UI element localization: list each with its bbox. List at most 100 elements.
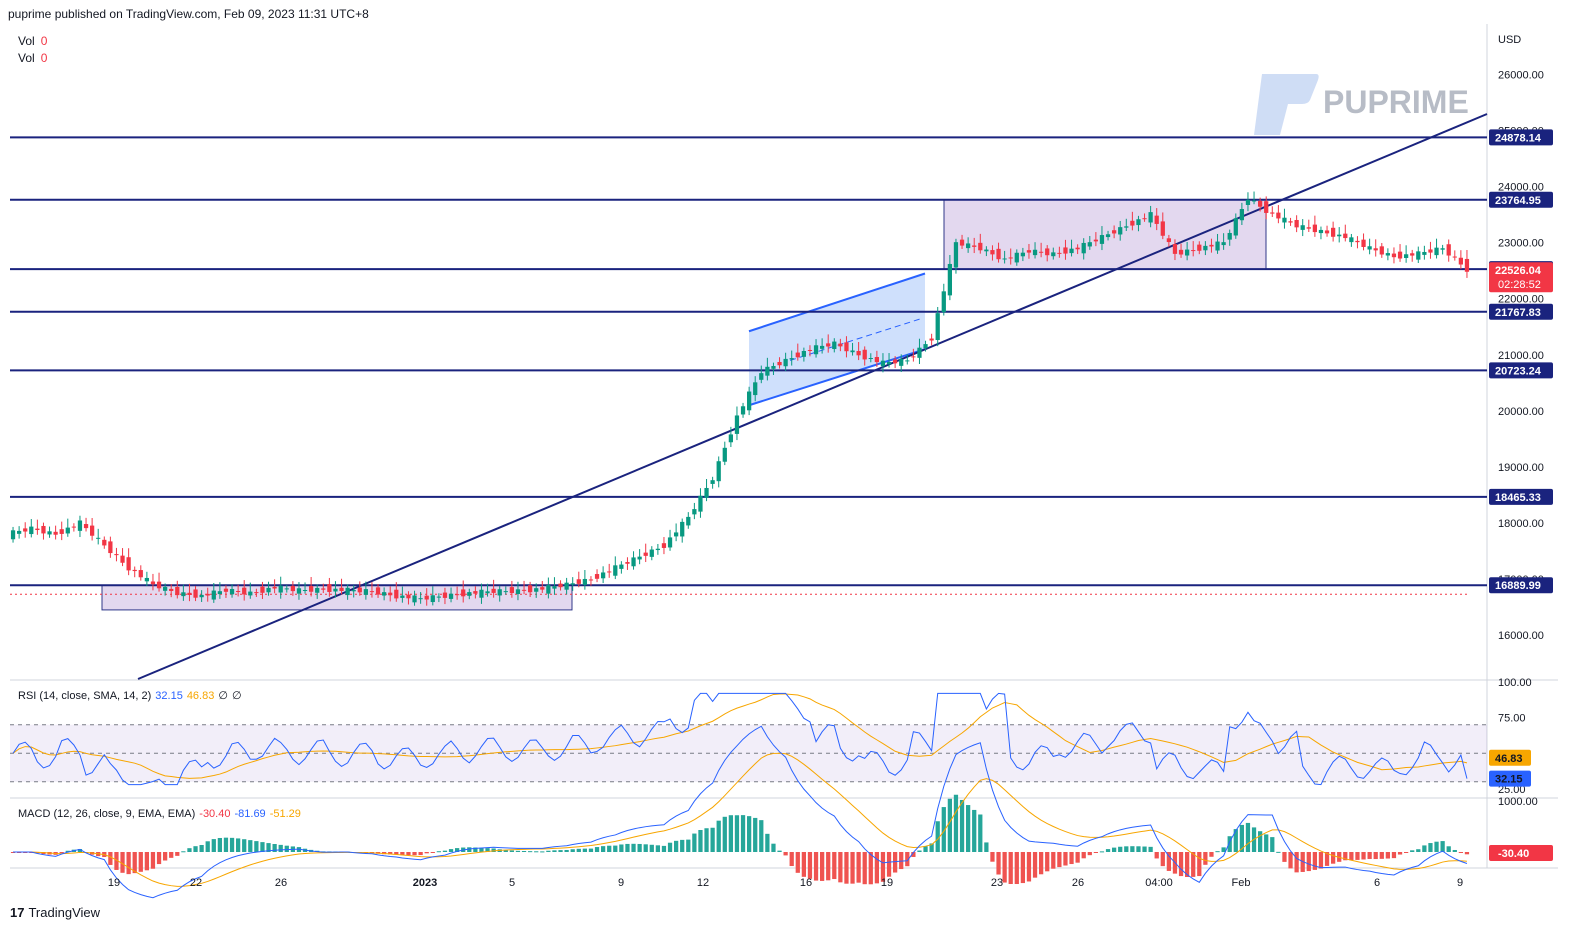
macd-histogram-bar bbox=[1440, 841, 1445, 852]
macd-histogram-bar bbox=[77, 849, 83, 852]
candle-body bbox=[1251, 200, 1257, 202]
macd-histogram-bar bbox=[467, 847, 472, 852]
macd-histogram-bar bbox=[996, 852, 1001, 875]
candle-body bbox=[47, 531, 52, 535]
level-price-tag: 16889.99 bbox=[1495, 580, 1541, 592]
candle-body bbox=[1330, 227, 1336, 237]
candle-body bbox=[23, 528, 28, 532]
candle-body bbox=[1385, 253, 1391, 256]
macd-histogram-bar bbox=[643, 844, 648, 852]
candle-body bbox=[546, 585, 551, 594]
candle-body bbox=[144, 577, 150, 582]
macd-histogram-bar bbox=[959, 799, 965, 852]
time-tick-label: 16 bbox=[800, 877, 812, 889]
candle-body bbox=[1355, 240, 1360, 243]
macd-legend[interactable]: MACD (12, 26, close, 9, EMA, EMA) -30.40-… bbox=[18, 808, 301, 820]
candle-body bbox=[1416, 251, 1421, 260]
candle-body bbox=[418, 598, 423, 600]
macd-histogram-bar bbox=[1385, 852, 1391, 859]
candle-body bbox=[1264, 201, 1269, 213]
candle-body bbox=[83, 524, 89, 529]
price-tick-label: 23000.00 bbox=[1498, 238, 1544, 250]
candle-body bbox=[972, 245, 977, 247]
candle-body bbox=[1276, 212, 1281, 219]
macd-histogram-bar bbox=[874, 852, 880, 884]
candle-body bbox=[1075, 247, 1080, 250]
candle-body bbox=[1324, 230, 1330, 234]
candle-body bbox=[868, 357, 873, 359]
candle-body bbox=[1288, 221, 1293, 223]
candle-body bbox=[874, 356, 880, 363]
price-tick-label: 20000.00 bbox=[1498, 406, 1544, 418]
price-tick-label: 24000.00 bbox=[1498, 182, 1544, 194]
macd-histogram-bar bbox=[929, 843, 934, 852]
macd-histogram-bar bbox=[564, 849, 569, 852]
candle-body bbox=[1379, 246, 1384, 255]
macd-histogram-bar bbox=[144, 852, 150, 871]
macd-histogram-bar bbox=[235, 838, 241, 852]
vol-indicator-2[interactable]: Vol 0 bbox=[18, 51, 47, 65]
rsi-value-tag-bg bbox=[1489, 749, 1531, 766]
candle-body bbox=[454, 594, 460, 596]
macd-histogram-bar bbox=[479, 847, 484, 852]
candle-body bbox=[704, 487, 709, 498]
macd-hist-value: -30.40 bbox=[199, 808, 231, 820]
candle-body bbox=[1160, 221, 1165, 236]
macd-line bbox=[13, 725, 1468, 899]
candle-body bbox=[205, 593, 210, 596]
tradingview-footer[interactable]: 17 TradingView bbox=[10, 905, 100, 920]
macd-histogram-bar bbox=[229, 837, 235, 852]
macd-histogram-bar bbox=[473, 847, 478, 852]
candle-body bbox=[759, 373, 764, 380]
rsi-value-tag: 32.15 bbox=[1495, 774, 1523, 786]
candle-body bbox=[783, 358, 788, 367]
candle-body bbox=[1142, 218, 1147, 220]
candle-body bbox=[600, 572, 606, 579]
macd-histogram-bar bbox=[600, 846, 606, 852]
rsi-ma-value: 46.83 bbox=[186, 690, 215, 702]
candle-body bbox=[1191, 250, 1196, 252]
macd-histogram-bar bbox=[771, 843, 776, 852]
macd-histogram-bar bbox=[406, 852, 411, 856]
candle-body bbox=[485, 591, 490, 594]
candle-body bbox=[1184, 249, 1190, 256]
macd-histogram-bar bbox=[217, 837, 223, 852]
candle-body bbox=[765, 366, 770, 376]
candle-body bbox=[771, 366, 776, 369]
candle-body bbox=[345, 587, 350, 596]
candle-body bbox=[1294, 220, 1299, 228]
level-price-tag-bg bbox=[1489, 362, 1553, 379]
candle-body bbox=[1014, 252, 1019, 263]
candle-body bbox=[96, 537, 101, 539]
candle-body bbox=[162, 586, 168, 591]
candle-body bbox=[753, 382, 758, 396]
macd-histogram-bar bbox=[899, 852, 904, 870]
macd-histogram-bar bbox=[1264, 834, 1269, 852]
macd-histogram-bar bbox=[1124, 846, 1129, 852]
rsi-legend[interactable]: RSI (14, close, SMA, 14, 2) 32.15 46.83 ∅ ∅ bbox=[18, 689, 242, 702]
candle-body bbox=[65, 527, 70, 534]
candle-body bbox=[242, 587, 247, 595]
macd-histogram-bar bbox=[1367, 852, 1372, 859]
vol-indicator-1[interactable]: Vol 0 bbox=[18, 34, 47, 48]
rsi-title: RSI (14, close, SMA, 14, 2) bbox=[18, 690, 152, 702]
candle-body bbox=[1172, 244, 1178, 254]
candle-body bbox=[1245, 199, 1251, 205]
candle-body bbox=[941, 291, 946, 313]
candle-body bbox=[1203, 245, 1208, 251]
macd-histogram-bar bbox=[534, 851, 539, 853]
level-price-tag-bg bbox=[1489, 488, 1553, 505]
macd-histogram-bar bbox=[1111, 847, 1117, 852]
macd-histogram-bar bbox=[199, 845, 204, 852]
candle-body bbox=[181, 592, 186, 597]
price-tick-label: 26000.00 bbox=[1498, 69, 1544, 81]
macd-histogram-bar bbox=[1002, 852, 1007, 883]
candle-body bbox=[138, 570, 143, 578]
candle-body bbox=[1069, 248, 1074, 254]
macd-histogram-bar bbox=[722, 816, 727, 852]
candle-body bbox=[1318, 229, 1324, 234]
macd-histogram-bar bbox=[1410, 850, 1415, 852]
macd-histogram-bar bbox=[65, 850, 70, 852]
candle-body bbox=[923, 344, 928, 349]
